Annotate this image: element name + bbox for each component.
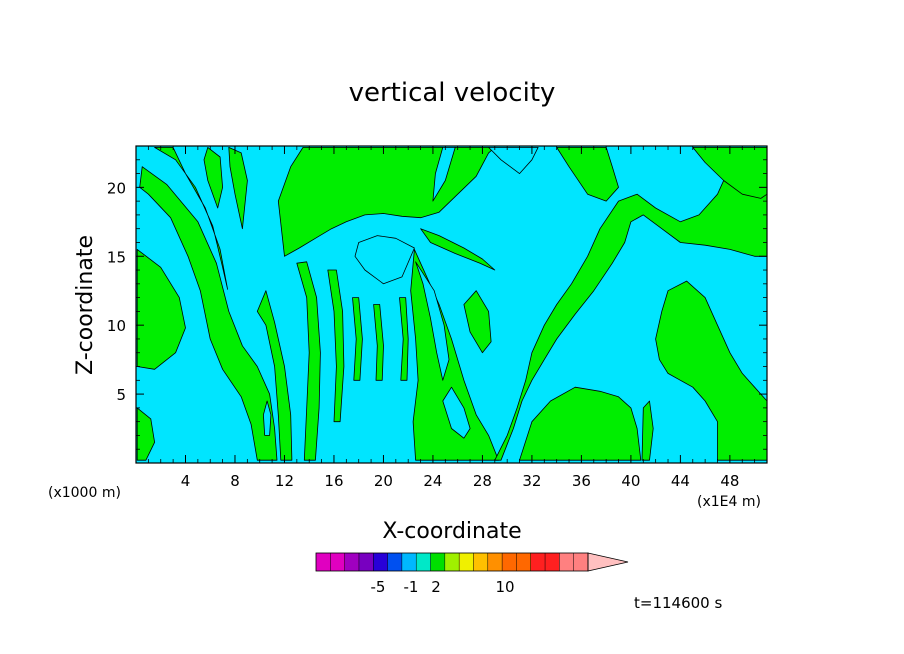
negative-region [432, 146, 456, 202]
colorbar-labels: -5 -1 2 10 [371, 578, 515, 596]
positive-region [256, 290, 293, 461]
colorbar-segment [545, 553, 560, 571]
colorbar-frame [315, 552, 589, 572]
negative-region [415, 261, 450, 381]
colorbar-segment [459, 553, 474, 571]
colorbar-segment [444, 553, 460, 571]
positive-region [296, 261, 321, 461]
y-tick-label: 10 [107, 317, 126, 335]
x-tick-label: 48 [720, 472, 739, 490]
colorbar-label: -5 [371, 578, 386, 596]
y-tick-label: 5 [116, 386, 126, 404]
y-tick-label: 15 [107, 248, 126, 266]
plot-frame [135, 145, 768, 464]
colorbar-segment [373, 553, 388, 571]
x-axis-label: X-coordinate [382, 519, 521, 544]
colorbar-segment [573, 553, 589, 571]
positive-region [228, 146, 248, 230]
colorbar-segment [416, 553, 431, 571]
colorbar-segment [473, 553, 489, 571]
positive-region [352, 297, 363, 381]
colorbar-label: 10 [495, 578, 514, 596]
colorbar-segment [401, 553, 417, 571]
positive-region [136, 248, 186, 370]
x-tick-label: 20 [374, 472, 393, 490]
colorbar-arrow [587, 552, 629, 572]
positive-region [420, 228, 496, 271]
colorbar-segment [516, 553, 532, 571]
x-unit-right: (x1E4 m) [697, 494, 761, 510]
colorbar-segment [530, 553, 546, 571]
colorbar-label: 2 [431, 578, 441, 596]
x-tick-label: 12 [275, 472, 294, 490]
positive-region [373, 304, 384, 381]
y-tick-label: 20 [107, 179, 126, 197]
colorbar [315, 552, 629, 572]
time-label: t=114600 s [634, 594, 722, 612]
colorbar-segment [330, 553, 346, 571]
positive-region [203, 146, 224, 209]
x-tick-label: 24 [423, 472, 442, 490]
positive-region [139, 166, 278, 461]
colorbar-segment [344, 553, 360, 571]
positive-region [519, 386, 642, 461]
x-tick-label: 28 [473, 472, 492, 490]
colorbar-segment [387, 553, 403, 571]
colorbar-label: -1 [404, 578, 419, 596]
x-tick-label: 16 [324, 472, 343, 490]
positive-region [327, 269, 345, 423]
positive-region [463, 290, 492, 354]
x-tick-label: 4 [181, 472, 191, 490]
negative-contours [262, 146, 539, 439]
colorbar-segment [430, 553, 446, 571]
x-axis-ticks: 4 8 12 16 20 24 28 32 36 40 44 48 [147, 146, 756, 490]
negative-region [442, 386, 471, 439]
colorbar-segment [502, 553, 517, 571]
positive-contours [136, 146, 768, 461]
colorbar-segment [559, 553, 575, 571]
x-unit-left: (x1000 m) [48, 485, 121, 501]
positive-region [154, 146, 229, 290]
colorbar-segment [316, 553, 331, 571]
x-tick-label: 8 [230, 472, 240, 490]
x-tick-label: 44 [671, 472, 690, 490]
x-tick-label: 40 [621, 472, 640, 490]
negative-region [262, 400, 272, 436]
chart-title: vertical velocity [349, 78, 556, 108]
negative-region [354, 235, 415, 285]
y-axis-ticks: 5 10 15 20 [107, 159, 767, 450]
colorbar-segment [358, 553, 374, 571]
x-tick-label: 36 [572, 472, 591, 490]
positive-region [136, 407, 156, 461]
positive-region [556, 146, 619, 202]
positive-region [641, 400, 654, 461]
positive-region [399, 297, 409, 381]
x-tick-label: 32 [522, 472, 541, 490]
colorbar-segment [487, 553, 503, 571]
negative-region [488, 146, 539, 175]
y-axis-label: Z-coordinate [73, 235, 98, 375]
